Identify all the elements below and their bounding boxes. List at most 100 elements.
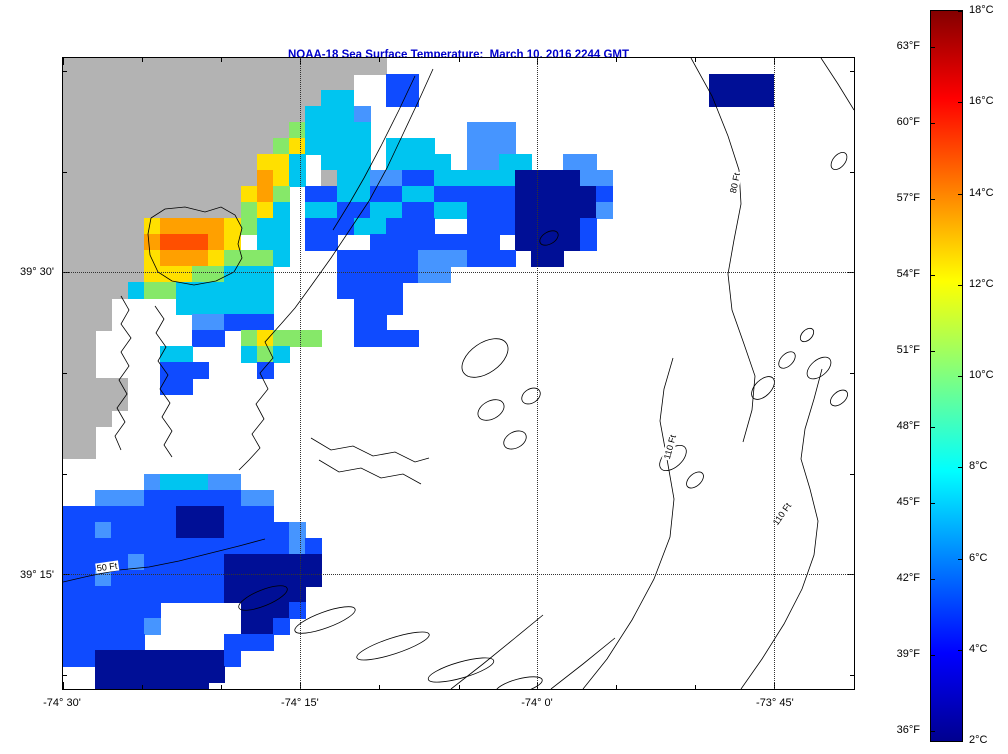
sst-cell (224, 570, 242, 587)
sst-cell (111, 666, 129, 683)
land-cell (192, 74, 210, 91)
land-cell (63, 74, 80, 91)
sst-cell (547, 202, 565, 219)
sst-cell (305, 554, 323, 571)
y-minor-tick (850, 372, 854, 374)
y-tick-label: 39° 15' (19, 569, 54, 581)
land-cell (79, 314, 97, 331)
x-tick-label: -74° 30' (43, 697, 81, 709)
plot-area: 80 Ft 110 Ft 110 Ft 50 Ft (62, 57, 855, 690)
sst-cell (256, 314, 274, 331)
sst-cell (192, 218, 210, 235)
sst-cell (143, 538, 161, 555)
land-cell (159, 154, 177, 171)
sst-cell (127, 666, 145, 683)
sst-cell (321, 138, 339, 155)
land-cell (192, 154, 210, 171)
sst-cell (466, 186, 484, 203)
sst-cell (450, 250, 468, 267)
land-cell (111, 250, 129, 267)
sst-cell (224, 586, 242, 603)
sst-cell (192, 330, 210, 347)
land-cell (208, 122, 226, 139)
sst-cell (515, 186, 532, 203)
colorbar-tick (931, 654, 935, 656)
sst-cell (111, 522, 129, 539)
sst-cell (272, 186, 290, 203)
sst-cell (192, 650, 210, 667)
colorbar-tick (931, 578, 935, 580)
land-cell (79, 298, 97, 315)
land-cell (127, 122, 145, 139)
sst-cell (402, 170, 419, 187)
sst-cell (353, 266, 371, 283)
sst-cell (224, 314, 242, 331)
land-cell (127, 266, 145, 283)
sst-cell (256, 538, 274, 555)
sst-cell (79, 522, 97, 539)
sst-cell (95, 650, 113, 667)
sst-cell (208, 250, 226, 267)
sst-cell (256, 618, 274, 635)
sst-cell (385, 138, 403, 155)
land-cell (208, 170, 226, 187)
sst-cell (466, 202, 484, 219)
contour-island (356, 631, 430, 661)
sst-cell (724, 90, 742, 107)
sst-cell (741, 74, 758, 91)
sst-cell (353, 250, 371, 267)
sst-cell (208, 586, 226, 603)
sst-cell (224, 250, 242, 267)
sst-cell (498, 186, 516, 203)
sst-cell (531, 250, 549, 267)
sst-cell (515, 154, 532, 171)
sst-cell (127, 570, 145, 587)
x-minor-tick (142, 58, 144, 62)
colorbar-fahrenheit-label: 54°F (896, 267, 920, 280)
sst-cell (143, 250, 161, 267)
sst-cell (256, 250, 274, 267)
land-cell (224, 90, 242, 107)
land-cell (208, 202, 226, 219)
contour-line (820, 58, 854, 111)
y-minor-tick (850, 473, 854, 475)
y-gridline (63, 272, 854, 274)
land-cell (176, 90, 193, 107)
sst-cell (515, 234, 532, 251)
contour-line (154, 305, 173, 458)
sst-cell (63, 650, 80, 667)
sst-cell (321, 202, 339, 219)
sst-cell (159, 282, 177, 299)
sst-cell (192, 250, 210, 267)
sst-cell (353, 154, 371, 171)
land-cell (192, 90, 210, 107)
land-cell (111, 218, 129, 235)
colorbar-tick (958, 11, 962, 12)
land-cell (176, 122, 193, 139)
sst-cell (402, 138, 419, 155)
sst-cell (79, 506, 97, 523)
land-cell (272, 74, 290, 91)
land-cell (79, 426, 97, 443)
land-cell (240, 138, 258, 155)
land-cell (63, 58, 80, 75)
sst-cell (79, 650, 97, 667)
land-cell (95, 170, 113, 187)
land-cell (95, 122, 113, 139)
land-cell (159, 186, 177, 203)
sst-cell (256, 234, 274, 251)
sst-cell (434, 154, 452, 171)
contour-island (238, 585, 288, 611)
sst-cell (272, 138, 290, 155)
sst-cell (224, 474, 242, 491)
contour-line (63, 538, 266, 583)
sst-cell (466, 170, 484, 187)
sst-cell (369, 250, 387, 267)
land-cell (272, 106, 290, 123)
land-cell (95, 314, 113, 331)
land-cell (95, 106, 113, 123)
sst-cell (192, 570, 210, 587)
sst-cell (305, 106, 323, 123)
land-cell (192, 122, 210, 139)
